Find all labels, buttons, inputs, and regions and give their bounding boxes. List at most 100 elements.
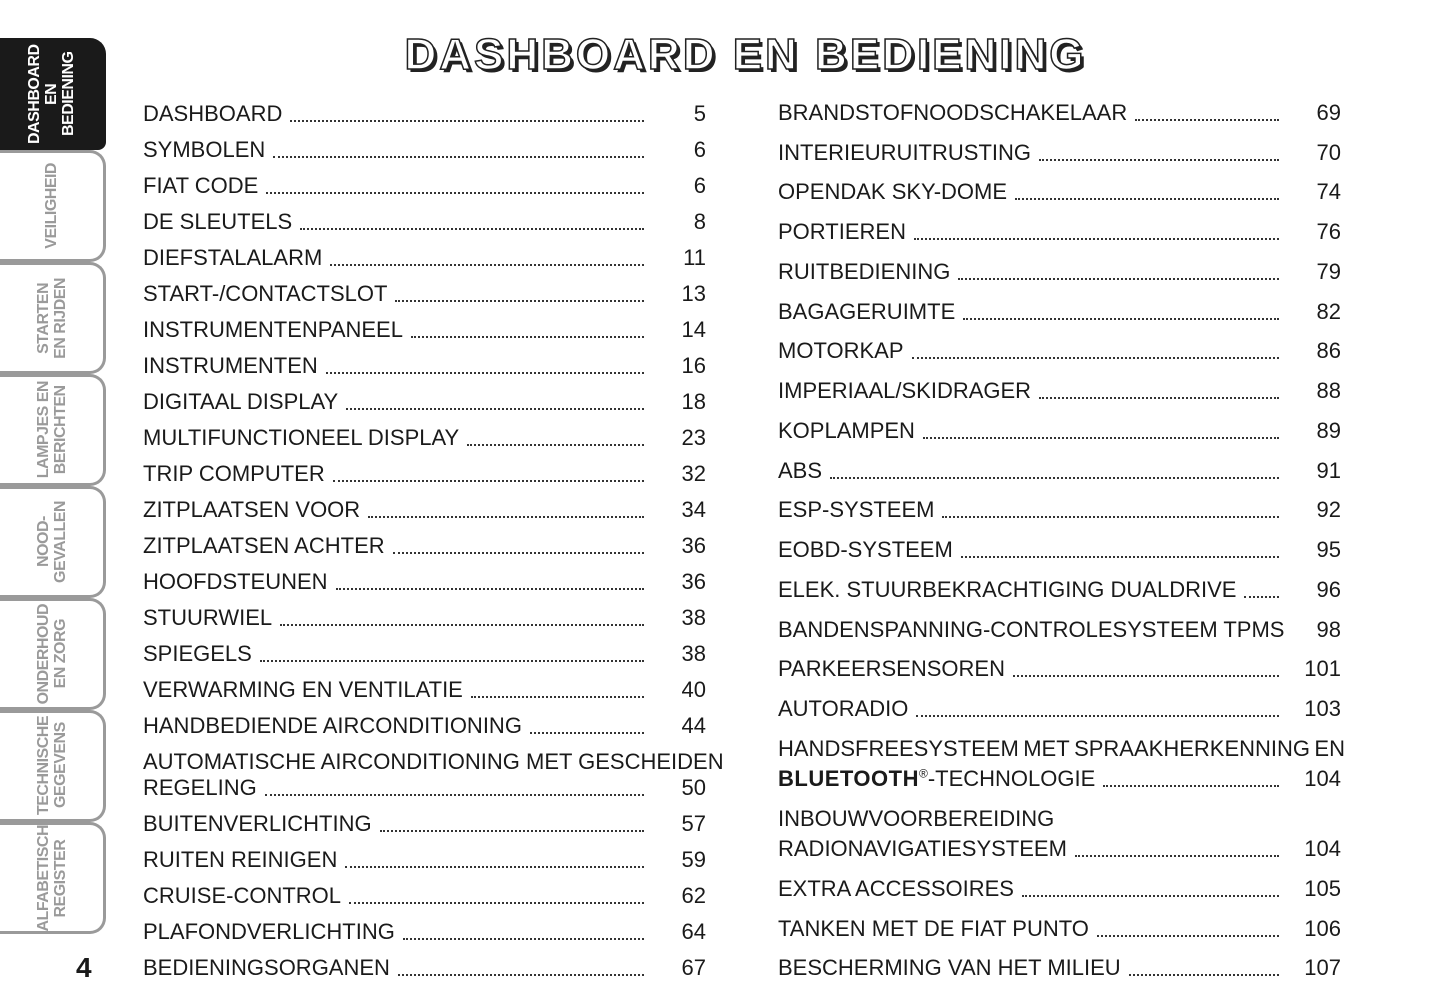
toc-entry[interactable]: RUITBEDIENING 79 [778,252,1341,292]
toc-entry[interactable]: DASHBOARD 5 [143,96,706,132]
dot-leader [349,902,644,904]
chapter-tab[interactable]: LAMPJES EN BERICHTEN [0,374,106,486]
toc-entry[interactable]: DE SLEUTELS 8 [143,204,706,240]
chapter-tab-label: VEILIGHEID [43,163,60,249]
toc-entry-label: IMPERIAAL/SKIDRAGER [778,378,1032,404]
toc-entry[interactable]: MOTORKAP 86 [778,332,1341,372]
toc-entry[interactable]: ELEK. STUURBEKRACHTIGING DUALDRIVE 96 [778,570,1341,610]
toc-entry-label: SPIEGELS [143,641,252,666]
toc-entry[interactable]: RUITEN REINIGEN 59 [143,842,706,878]
toc-entry-label: BANDENSPANNING-CONTROLESYSTEEM TPMS [778,616,1285,642]
toc-entry-label: BAGAGERUIMTE [778,298,956,324]
toc-entry[interactable]: HANDSFREESYSTEEM MET SPRAAKHERKENNING EN BLU… [778,729,1345,799]
chapter-tab[interactable]: TECHNISCHE GEGEVENS [0,710,106,822]
chapter-tabs: DASHBOARD EN BEDIENING VEILIGHEID STARTEN … [0,38,106,934]
toc-entry-label-rest: -TECHNOLOGIE [927,766,1096,791]
chapter-tab-label: LAMPJES EN BERICHTEN [34,381,69,479]
toc-entry-label: DASHBOARD [143,101,283,126]
toc-entry[interactable]: EOBD-SYSTEEM 95 [778,530,1341,570]
toc-page-number: 105 [1304,875,1341,901]
toc-entry[interactable]: PLAFONDVERLICHTING 64 [143,914,706,950]
toc-entry[interactable]: INTERIEURUITRUSTING 70 [778,133,1341,173]
toc-entry[interactable]: ABS 91 [778,451,1341,491]
dot-leader [1128,974,1279,977]
toc-entry[interactable]: IMPERIAAL/SKIDRAGER 88 [778,371,1341,411]
toc-entry[interactable]: MULTIFUNCTIONEEL DISPLAY 23 [143,420,706,456]
toc-entry-label: ZITPLAATSEN ACHTER [143,533,385,558]
toc-entry[interactable]: HOOFDSTEUNEN 36 [143,564,706,600]
toc-entry-label: BEDIENINGSORGANEN [143,955,390,980]
toc-entry[interactable]: EXTRA ACCESSOIRES 105 [778,869,1341,909]
toc-entry[interactable]: TRIP COMPUTER 32 [143,456,706,492]
registered-mark: ® [918,766,928,781]
toc-entry-label: VERWARMING EN VENTILATIE [143,677,463,702]
toc-entry[interactable]: BUITENVERLICHTING 57 [143,806,706,842]
chapter-tab[interactable]: NOOD- GEVALLEN [0,486,106,598]
toc-entry[interactable]: FIAT CODE 6 [143,168,706,204]
toc-page-number: 70 [1316,139,1341,165]
toc-entry[interactable]: BANDENSPANNING-CONTROLESYSTEEM TPMS 98 [778,610,1341,650]
dot-leader [470,696,644,698]
toc-entry[interactable]: ZITPLAATSEN VOOR 34 [143,492,706,528]
toc-entry[interactable]: BRANDSTOFNOODSCHAKELAAR 69 [778,93,1341,133]
toc-entry[interactable]: ESP-SYSTEEM 92 [778,491,1341,531]
toc-entry[interactable]: BEDIENINGSORGANEN 67 [143,950,706,986]
page-title: DASHBOARD EN BEDIENING [404,29,1087,80]
toc-entry[interactable]: AUTORADIO 103 [778,689,1341,729]
toc-entry[interactable]: BAGAGERUIMTE 82 [778,292,1341,332]
chapter-tab[interactable]: ONDERHOUD EN ZORG [0,598,106,710]
toc-page-number: 79 [1316,258,1341,284]
toc-entry-label: PORTIEREN [778,219,906,245]
toc-entry[interactable]: KOPLAMPEN 89 [778,411,1341,451]
chapter-tab[interactable]: VEILIGHEID [0,150,106,262]
toc-entry[interactable]: OPENDAK SKY-DOME 74 [778,173,1341,213]
toc-entry[interactable]: INBOUWVOORBEREIDING RADIONAVIGATIESYSTEEM… [778,799,1341,869]
dot-leader [1039,158,1279,161]
toc-page-number: 38 [681,605,706,630]
toc-entry-label: MOTORKAP [778,338,904,364]
dot-leader [264,794,644,796]
toc-entry[interactable]: DIGITAAL DISPLAY 18 [143,384,706,420]
dot-leader [397,974,644,976]
toc-entry[interactable]: TANKEN MET DE FIAT PUNTO 106 [778,909,1341,949]
toc-entry[interactable]: BESCHERMING VAN HET MILIEU 107 [778,949,1341,989]
toc-page-number: 76 [1316,219,1341,245]
dot-leader [346,408,644,410]
toc-page-number: 40 [681,677,706,702]
toc-page-number: 5 [693,101,706,126]
toc-entry[interactable]: HANDBEDIENDE AIRCONDITIONING 44 [143,708,706,744]
toc-page-number: 98 [1316,616,1341,642]
toc-page-number: 103 [1304,696,1341,722]
toc-entry[interactable]: PORTIEREN 76 [778,212,1341,252]
chapter-tab[interactable]: DASHBOARD EN BEDIENING [0,38,106,150]
toc-entry[interactable]: SPIEGELS 38 [143,636,706,672]
toc-entry-label: HANDBEDIENDE AIRCONDITIONING [143,713,522,738]
toc-entry-label-line1: HANDSFREESYSTEEM MET SPRAAKHERKENNING EN [778,734,1345,764]
toc-entry-label: ZITPLAATSEN VOOR [143,497,361,522]
toc-entry[interactable]: SYMBOLEN 6 [143,132,706,168]
toc-entry[interactable]: START-/CONTACTSLOT 13 [143,276,706,312]
toc-entry[interactable]: AUTOMATISCHE AIRCONDITIONING MET GESCHEI… [143,744,724,806]
toc-entry[interactable]: STUURWIEL 38 [143,600,706,636]
toc-entry[interactable]: INSTRUMENTENPANEEL 14 [143,312,706,348]
chapter-tab[interactable]: STARTEN EN RIJDEN [0,262,106,374]
toc-entry[interactable]: CRUISE-CONTROL 62 [143,878,706,914]
toc-page-number: 86 [1316,338,1341,364]
chapter-tab[interactable]: ALFABETISCH REGISTER [0,822,106,934]
toc-entry[interactable]: PARKEERSENSOREN 101 [778,650,1341,690]
toc-entry[interactable]: DIEFSTALALARM 11 [143,240,706,276]
toc-entry-label: INTERIEURUITRUSTING [778,139,1031,165]
toc-right-column: BRANDSTOFNOODSCHAKELAAR 69 INTERIEURUITRUS… [778,93,1345,989]
toc-entry-label: BRANDSTOFNOODSCHAKELAAR [778,99,1128,125]
toc-page-number: 95 [1316,537,1341,563]
toc-page-number: 104 [1304,836,1341,861]
dot-leader [325,372,644,374]
toc-page-number: 23 [681,425,706,450]
toc-entry[interactable]: VERWARMING EN VENTILATIE 40 [143,672,706,708]
dot-leader [1015,198,1279,201]
toc-entry[interactable]: ZITPLAATSEN ACHTER 36 [143,528,706,564]
dot-leader [958,277,1279,280]
chapter-tab-label: ALFABETISCH REGISTER [34,824,69,932]
toc-entry[interactable]: INSTRUMENTEN 16 [143,348,706,384]
toc-page-number: 32 [681,461,706,486]
